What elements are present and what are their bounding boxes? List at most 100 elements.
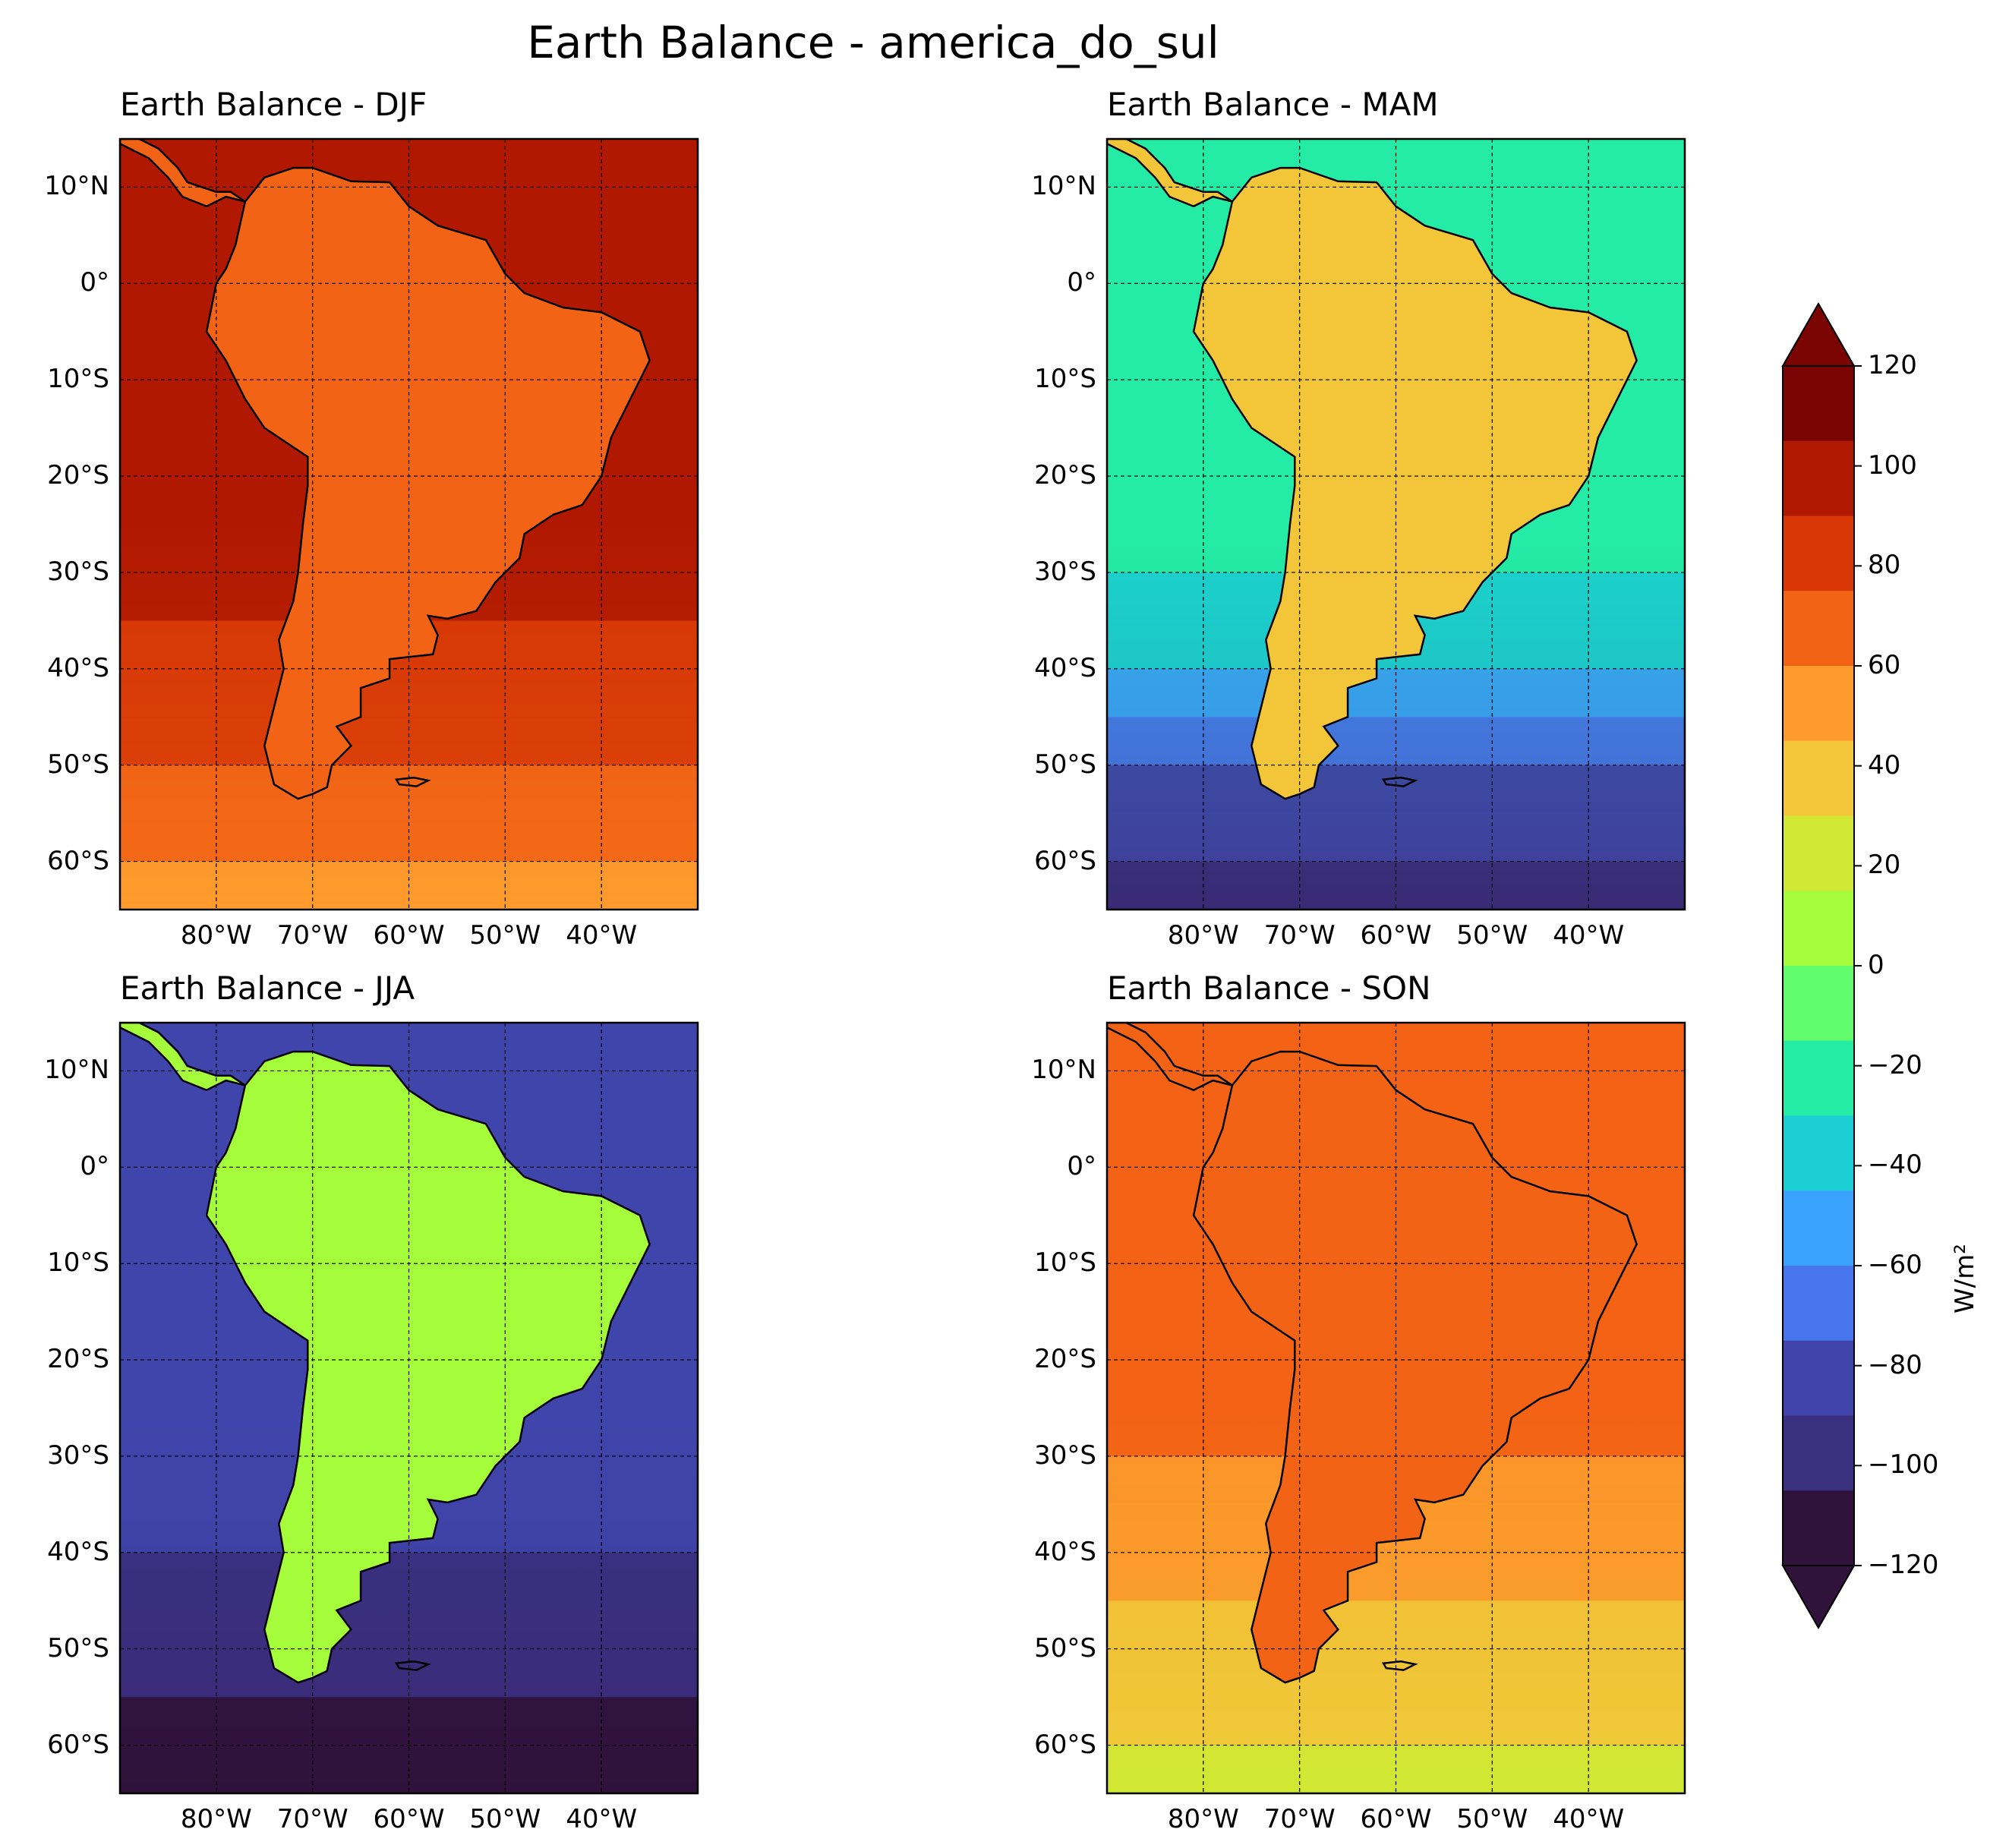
central-america-land [1107,1023,1233,1092]
colorbar-segment [1783,740,1854,816]
lat-tick-label: 10°S [47,1247,109,1279]
lat-tick-label: 50°S [1034,749,1096,780]
colorbar-segment [1783,1115,1854,1191]
panel-jja: Earth Balance - JJA 10°N 0° 10°S 20°S 30°S 40… [44,970,699,1834]
figure-title: Earth Balance - america_do_sul [527,17,1219,68]
lat-tick-label: 60°S [1034,1729,1096,1760]
lat-tick-label: 40°S [1034,652,1096,683]
lat-tick-label: 30°S [1034,1440,1096,1471]
map-frame [118,137,699,911]
lat-tick-label: 20°S [47,1344,109,1375]
colorbar-gradient [1781,301,1862,1630]
lon-tick-label: 50°W [1456,920,1528,951]
lon-tick-label: 70°W [1263,920,1336,951]
lat-tick-label: 60°S [47,1729,109,1760]
lat-tick-label: 60°S [47,845,109,876]
panel-djf: Earth Balance - DJF 10°N 0° 10°S 20°S 30°S 40… [44,86,699,951]
colorbar-segment [1783,440,1854,516]
colorbar-extend-max [1781,301,1856,367]
colorbar-tick-label: 0 [1868,950,1884,980]
colorbar-segment [1783,516,1854,591]
colorbar-tick-label: 80 [1868,550,1901,581]
colorbar-extend-min [1781,1565,1856,1630]
colorbar-tick-label: 40 [1868,749,1901,781]
lon-tick-label: 40°W [566,1804,638,1834]
lat-tick-label: 0° [80,267,109,298]
lon-tick-label: 50°W [469,920,541,951]
lat-tick-label: 10°N [1031,1055,1096,1086]
lat-tick-label: 10°N [44,1055,109,1086]
colorbar-segment [1783,815,1854,891]
panel-title-jja: Earth Balance - JJA [120,970,415,1007]
colorbar-segment [1783,966,1854,1042]
map-djf [118,137,699,911]
lat-tick-label: 10°S [1034,1247,1096,1279]
map-frame [118,1021,699,1795]
falkland-islands [394,776,431,787]
lon-tick-label: 70°W [1263,1804,1336,1834]
lon-tick-label: 40°W [566,920,638,951]
lon-tick-label: 50°W [1456,1804,1528,1834]
colorbar-tick-label: 20 [1868,850,1901,881]
lon-tick-label: 40°W [1553,1804,1625,1834]
lat-tick-label: 30°S [47,556,109,587]
colorbar-segment [1783,1040,1854,1116]
lon-tick-label: 70°W [276,920,348,951]
colorbar-segment [1783,1415,1854,1491]
lat-tick-label: 30°S [47,1440,109,1471]
lon-tick-label: 60°W [373,920,445,951]
lon-tick-label: 80°W [1167,1804,1239,1834]
colorbar-segment [1783,1340,1854,1416]
panel-title-son: Earth Balance - SON [1107,970,1431,1007]
panel-title-mam: Earth Balance - MAM [1107,86,1439,123]
lat-tick-label: 30°S [1034,556,1096,587]
colorbar-tick-label: −80 [1868,1349,1922,1380]
lat-tick-label: 40°S [47,652,109,683]
colorbar-segment [1783,1266,1854,1342]
map-jja [118,1021,699,1795]
central-america-land [120,1023,246,1092]
colorbar-tick-label: −60 [1868,1250,1922,1280]
lat-tick-label: 50°S [1034,1632,1096,1664]
lat-tick-label: 20°S [1034,1344,1096,1375]
lat-tick-label: 0° [1067,1151,1096,1182]
lon-tick-label: 80°W [1167,920,1239,951]
lon-tick-label: 80°W [180,920,252,951]
colorbar-tick-label: −100 [1868,1449,1939,1481]
colorbar-segment [1783,891,1854,967]
lon-tick-label: 60°W [1360,1804,1432,1834]
map-mam [1105,137,1686,911]
lon-tick-label: 60°W [1360,920,1432,951]
colorbar-tick-label: 120 [1868,350,1917,380]
lat-tick-label: 0° [80,1151,109,1182]
lat-tick-label: 40°S [1034,1536,1096,1567]
lat-tick-label: 10°S [1034,364,1096,395]
colorbar-segment [1783,1190,1854,1266]
panel-title-djf: Earth Balance - DJF [120,86,427,123]
colorbar-segment [1783,666,1854,742]
lat-tick-label: 20°S [47,460,109,491]
colorbar-segment [1783,1490,1854,1566]
lat-tick-label: 10°S [47,364,109,395]
falkland-islands [394,1660,431,1671]
colorbar-segment [1783,591,1854,667]
colorbar-tick-label: 100 [1868,449,1917,481]
central-america-land [120,139,246,208]
lat-tick-label: 10°N [1031,171,1096,202]
colorbar-tick-label: −120 [1868,1550,1939,1580]
colorbar-unit-label: W/m² [1950,1244,1980,1313]
lat-tick-label: 10°N [44,171,109,202]
falkland-islands [1381,1660,1418,1671]
lon-tick-label: 70°W [276,1804,348,1834]
lon-tick-label: 40°W [1553,920,1625,951]
panel-son: Earth Balance - SON 10°N 0° 10°S 20°S 30°S 40… [1031,970,1686,1834]
colorbar-tick-label: −40 [1868,1149,1922,1181]
lon-tick-label: 50°W [469,1804,541,1834]
lat-tick-label: 20°S [1034,460,1096,491]
lat-tick-label: 40°S [47,1536,109,1567]
colorbar-tick-label: −20 [1868,1049,1922,1080]
falkland-islands [1381,776,1418,787]
lat-tick-label: 50°S [47,1632,109,1664]
colorbar-segment [1783,366,1854,442]
lat-tick-label: 60°S [1034,845,1096,876]
